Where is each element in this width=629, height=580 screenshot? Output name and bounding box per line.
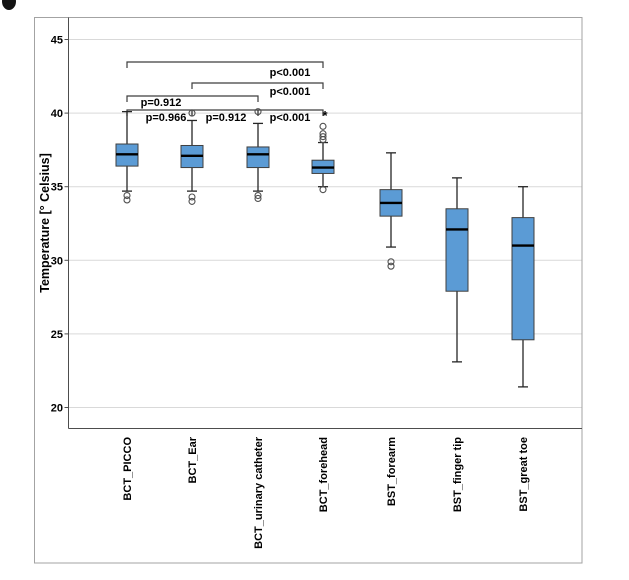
significance-label: p=0.912 <box>141 97 182 109</box>
significance-bracket <box>191 82 324 89</box>
box-group-BCT_Ear <box>180 109 204 205</box>
figure-border <box>34 17 583 564</box>
y-tick-label: 20 <box>51 403 63 415</box>
outlier-circle <box>254 108 262 116</box>
outlier-circle <box>319 133 327 141</box>
iqr-box <box>511 217 535 341</box>
x-category-label: BCT_urinary catheter <box>253 436 265 549</box>
outlier-circle <box>387 258 395 266</box>
significance-label: p<0.001 <box>270 86 311 98</box>
outlier-circle <box>188 109 196 117</box>
x-category-label: BST_great toe <box>518 437 530 512</box>
box-group-BCT_PICCO <box>115 110 139 204</box>
x-category-label: BCT_forehead <box>318 437 330 512</box>
box-group-BST_forearm <box>379 152 403 270</box>
y-tick-label: 25 <box>51 329 63 341</box>
outlier-circle <box>188 197 196 205</box>
outlier-circle <box>123 191 131 200</box>
x-category-label: BST_finger tip <box>452 437 464 512</box>
significance-label: p=0.966 <box>146 112 187 124</box>
box-group-BST_finger-tip <box>445 177 469 363</box>
outlier-circle <box>387 262 395 270</box>
outlier-circle <box>123 196 131 204</box>
box-group-BCT_urinary-catheter <box>246 108 270 203</box>
iqr-box <box>445 208 469 292</box>
significance-bracket <box>126 61 324 68</box>
corner-mark-artifact <box>2 0 16 10</box>
outlier-circle <box>319 186 327 194</box>
y-tick-label: 35 <box>51 182 63 194</box>
extreme-outlier-asterisk: * <box>322 108 328 123</box>
box-group-BST_great-toe <box>511 186 535 388</box>
significance-bracket <box>126 95 259 102</box>
outlier-circle <box>254 191 262 200</box>
y-tick-label: 40 <box>51 108 63 120</box>
significance-bracket <box>257 109 324 116</box>
y-tick-label: 30 <box>51 255 63 267</box>
x-category-label: BST_forearm <box>386 437 398 506</box>
iqr-box <box>246 146 270 169</box>
significance-label: p<0.001 <box>270 67 311 79</box>
x-category-label: BCT_PICCO <box>122 437 134 501</box>
y-axis-title: Temperature [° Celsius] <box>38 153 52 293</box>
y-tick-label: 45 <box>51 35 63 47</box>
outlier-circle <box>319 136 327 144</box>
significance-label: p<0.001 <box>270 112 311 124</box>
significance-label: p=0.912 <box>206 112 247 124</box>
x-category-label: BCT_Ear <box>187 436 199 483</box>
outlier-circle <box>188 193 196 201</box>
box-group-BCT_forehead <box>311 122 335 194</box>
outlier-circle <box>319 122 327 130</box>
outlier-circle <box>254 194 262 203</box>
